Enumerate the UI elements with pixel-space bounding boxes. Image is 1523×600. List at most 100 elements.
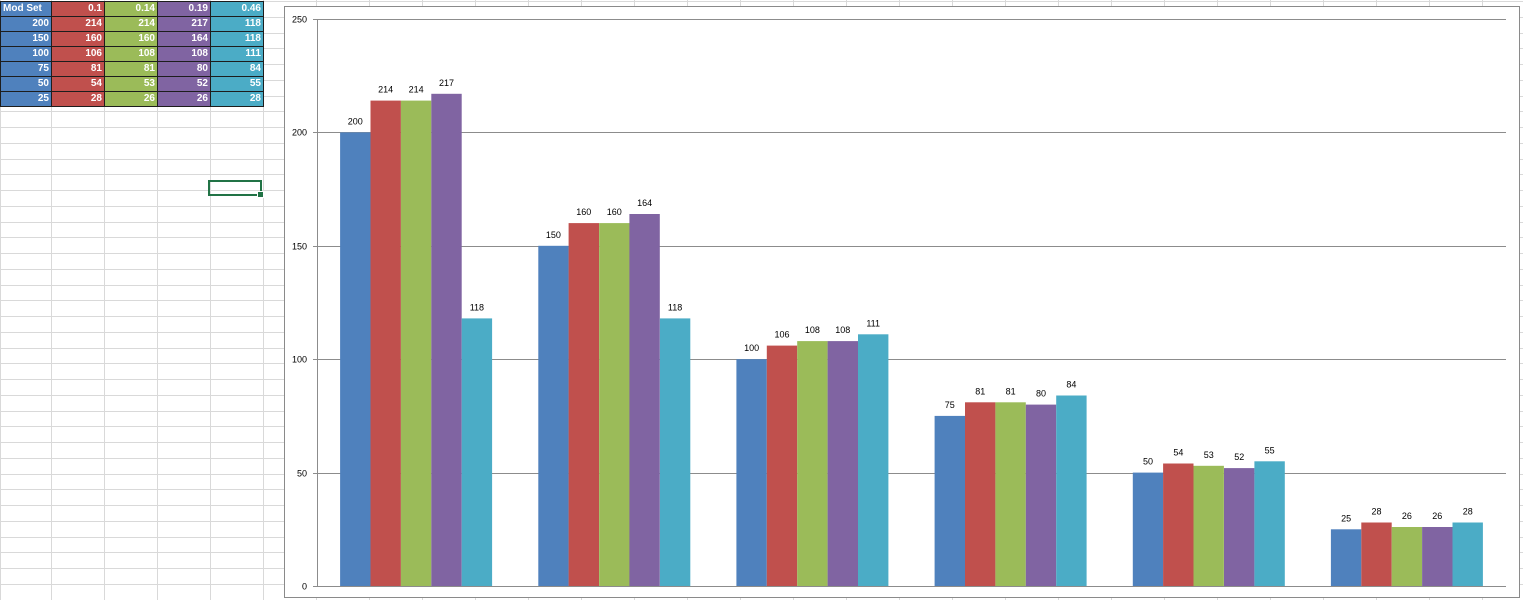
data-label: 150 — [546, 230, 561, 240]
table-cell[interactable]: 26 — [104, 91, 158, 107]
table-cell[interactable]: 108 — [104, 46, 158, 62]
data-label: 217 — [439, 78, 454, 88]
data-label: 81 — [975, 386, 985, 396]
table-header-cell[interactable]: 0.46 — [210, 1, 264, 17]
table-cell[interactable]: 84 — [210, 61, 264, 77]
bar-series-0-cat-5[interactable] — [1330, 529, 1362, 586]
table-cell[interactable]: 118 — [210, 16, 264, 32]
table-row: 50 54 53 52 55 — [0, 76, 264, 92]
table-header-cell[interactable]: Mod Set — [0, 1, 52, 17]
table-cell[interactable]: 164 — [157, 31, 211, 47]
bar-series-4-cat-3[interactable] — [1056, 395, 1087, 587]
bar-series-2-cat-2[interactable] — [797, 341, 828, 586]
data-label: 25 — [1341, 513, 1351, 523]
table-cell[interactable]: 75 — [0, 61, 52, 77]
table-cell[interactable]: 214 — [104, 16, 158, 32]
y-tick-label: 0 — [302, 582, 307, 592]
table-cell[interactable]: 160 — [104, 31, 158, 47]
table-cell[interactable]: 108 — [157, 46, 211, 62]
table-cell[interactable]: 81 — [51, 61, 105, 77]
bar-series-0-cat-4[interactable] — [1132, 472, 1164, 586]
table-cell[interactable]: 217 — [157, 16, 211, 32]
data-label: 106 — [774, 330, 789, 340]
data-label: 100 — [744, 343, 759, 353]
bar-series-2-cat-1[interactable] — [599, 223, 630, 586]
bar-series-2-cat-5[interactable] — [1391, 527, 1423, 586]
bar-series-1-cat-1[interactable] — [568, 223, 599, 586]
chart-frame[interactable]: 0 50 100 150 200 250 200 214 214 217 118 150 160 160 1… — [284, 6, 1520, 598]
bar-series-3-cat-1[interactable] — [629, 214, 660, 586]
data-label: 54 — [1173, 448, 1183, 458]
data-label: 200 — [348, 116, 363, 126]
y-tick-label: 150 — [292, 242, 307, 252]
bar-series-1-cat-0[interactable] — [370, 100, 401, 586]
table-cell[interactable]: 111 — [210, 46, 264, 62]
bar-series-4-cat-0[interactable] — [461, 318, 493, 586]
table-cell[interactable]: 52 — [157, 76, 211, 92]
data-label: 81 — [1006, 386, 1016, 396]
bar-series-3-cat-0[interactable] — [431, 93, 462, 587]
table-cell[interactable]: 26 — [157, 91, 211, 107]
y-tick-label: 100 — [292, 355, 307, 365]
data-label: 52 — [1234, 452, 1244, 462]
data-label: 160 — [576, 207, 591, 217]
data-label: 26 — [1432, 511, 1442, 521]
data-table: Mod Set 0.1 0.14 0.19 0.46 200 214 214 217 118 150… — [0, 1, 264, 107]
table-cell[interactable]: 80 — [157, 61, 211, 77]
bar-series-2-cat-0[interactable] — [400, 100, 432, 586]
bar-series-1-cat-2[interactable] — [766, 345, 798, 586]
table-cell[interactable]: 50 — [0, 76, 52, 92]
table-row: 100 106 108 108 111 — [0, 46, 264, 62]
data-label: 164 — [637, 198, 652, 208]
table-cell[interactable]: 55 — [210, 76, 264, 92]
bar-series-4-cat-4[interactable] — [1254, 461, 1285, 586]
table-cell[interactable]: 54 — [51, 76, 105, 92]
data-label: 53 — [1204, 450, 1214, 460]
table-header-row: Mod Set 0.1 0.14 0.19 0.46 — [0, 1, 264, 17]
table-cell[interactable]: 160 — [51, 31, 105, 47]
data-label: 118 — [470, 302, 484, 312]
fill-handle[interactable] — [257, 191, 264, 198]
bar-series-0-cat-3[interactable] — [934, 415, 965, 586]
active-cell-selection[interactable] — [208, 180, 264, 198]
table-cell[interactable]: 25 — [0, 91, 52, 107]
data-label: 80 — [1036, 389, 1046, 399]
bar-series-0-cat-1[interactable] — [538, 245, 569, 587]
bar-series-1-cat-5[interactable] — [1361, 522, 1392, 587]
table-cell[interactable]: 53 — [104, 76, 158, 92]
table-header-cell[interactable]: 0.1 — [51, 1, 105, 17]
table-cell[interactable]: 106 — [51, 46, 105, 62]
data-label: 160 — [607, 207, 622, 217]
data-label: 75 — [945, 400, 955, 410]
bar-series-0-cat-0[interactable] — [340, 132, 371, 586]
table-row: 75 81 81 80 84 — [0, 61, 264, 77]
bar-series-1-cat-3[interactable] — [965, 402, 996, 586]
table-cell[interactable]: 214 — [51, 16, 105, 32]
bar-series-4-cat-2[interactable] — [858, 334, 889, 586]
data-label: 28 — [1371, 507, 1381, 517]
bar-series-3-cat-5[interactable] — [1422, 527, 1453, 586]
bar-series-2-cat-4[interactable] — [1193, 465, 1224, 586]
data-label: 118 — [668, 302, 682, 312]
data-label: 84 — [1066, 380, 1076, 390]
table-cell[interactable]: 28 — [51, 91, 105, 107]
table-cell[interactable]: 28 — [210, 91, 264, 107]
bar-series-1-cat-4[interactable] — [1163, 463, 1194, 587]
table-header-cell[interactable]: 0.14 — [104, 1, 158, 17]
data-label: 50 — [1143, 457, 1153, 467]
bar-series-4-cat-5[interactable] — [1452, 522, 1483, 587]
table-cell[interactable]: 118 — [210, 31, 264, 47]
bar-series-4-cat-1[interactable] — [659, 318, 691, 586]
table-row: 200 214 214 217 118 — [0, 16, 264, 32]
bar-series-3-cat-3[interactable] — [1025, 404, 1057, 586]
bar-series-3-cat-2[interactable] — [827, 341, 858, 586]
table-cell[interactable]: 81 — [104, 61, 158, 77]
table-header-cell[interactable]: 0.19 — [157, 1, 211, 17]
bar-series-3-cat-4[interactable] — [1224, 468, 1255, 586]
table-cell[interactable]: 200 — [0, 16, 52, 32]
table-cell[interactable]: 100 — [0, 46, 52, 62]
table-row: 150 160 160 164 118 — [0, 31, 264, 47]
bar-series-2-cat-3[interactable] — [995, 402, 1026, 586]
bar-series-0-cat-2[interactable] — [736, 359, 767, 586]
table-cell[interactable]: 150 — [0, 31, 52, 47]
